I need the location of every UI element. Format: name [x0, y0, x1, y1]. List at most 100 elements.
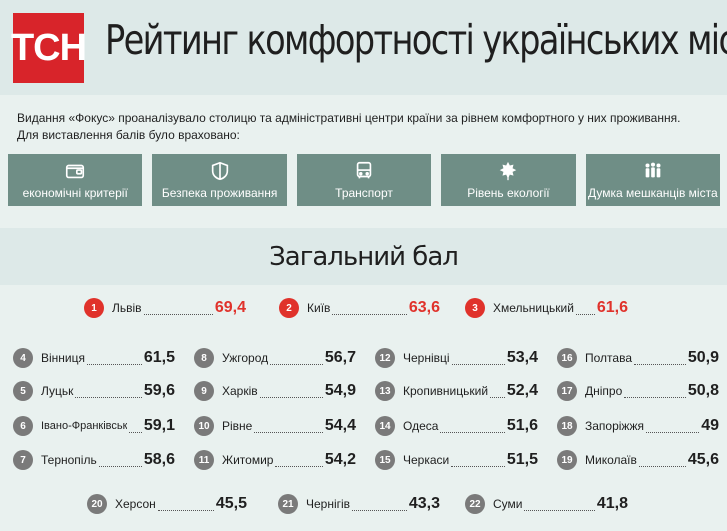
- city-score: 56,7: [324, 349, 356, 366]
- leaf-icon: [500, 161, 517, 181]
- rank-badge: 10: [194, 416, 214, 436]
- leader-dots: [129, 420, 142, 433]
- ranking-item: 8 Ужгород 56,7: [194, 346, 356, 370]
- ranking-item: 15 Черкаси 51,5: [375, 448, 538, 472]
- rank-badge: 5: [13, 381, 33, 401]
- city-score: 41,8: [596, 495, 628, 512]
- city-name: Львів: [112, 301, 142, 315]
- leader-dots: [259, 385, 323, 398]
- city-score: 49: [701, 417, 719, 434]
- rank-badge: 11: [194, 450, 214, 470]
- city-name: Кропивницький: [403, 384, 489, 398]
- city-score: 51,5: [506, 451, 538, 468]
- leader-dots: [451, 454, 505, 467]
- rank-badge: 1: [84, 298, 104, 318]
- leader-dots: [75, 385, 142, 398]
- rank-badge: 15: [375, 450, 395, 470]
- city-name: Херсон: [115, 497, 156, 511]
- intro-text: Видання «Фокус» проаналізувало столицю т…: [17, 110, 717, 144]
- leader-dots: [275, 454, 323, 467]
- city-name: Івано-Франківськ: [41, 420, 128, 432]
- city-name: Одеса: [403, 419, 439, 433]
- rank-badge: 13: [375, 381, 395, 401]
- city-score: 54,9: [324, 382, 356, 399]
- ranking-item: 20 Херсон 45,5: [87, 492, 247, 516]
- rank-badge: 20: [87, 494, 107, 514]
- leader-dots: [270, 352, 323, 365]
- criterion-label: економічні критерії: [22, 186, 128, 200]
- city-name: Черкаси: [403, 453, 450, 467]
- city-name: Тернопіль: [41, 453, 97, 467]
- rank-badge: 7: [13, 450, 33, 470]
- city-score: 53,4: [506, 349, 538, 366]
- city-score: 50,8: [687, 382, 719, 399]
- rank-badge: 3: [465, 298, 485, 318]
- rank-badge: 17: [557, 381, 577, 401]
- ranking-item: 13 Кропивницький 52,4: [375, 379, 538, 403]
- criteria-row: економічні критерії Безпека проживання Т…: [8, 154, 721, 206]
- ranking-item: 22 Суми 41,8: [465, 492, 628, 516]
- leader-dots: [490, 385, 505, 398]
- rank-badge: 6: [13, 416, 33, 436]
- score-band: [0, 228, 727, 285]
- city-name: Хмельницький: [493, 301, 574, 315]
- criterion-label: Думка мешканців міста: [588, 186, 718, 200]
- criterion-ecology: Рівень екології: [441, 154, 576, 206]
- criterion-transport: Транспорт: [296, 154, 432, 206]
- leader-dots: [98, 454, 142, 467]
- tsn-logo: ТСН: [11, 13, 87, 83]
- page-title: Рейтинг комфортності українських міст: [105, 16, 727, 64]
- city-name: Житомир: [222, 453, 274, 467]
- city-name: Чернівці: [403, 351, 450, 365]
- city-name: Київ: [307, 301, 331, 315]
- ranking-item: 14 Одеса 51,6: [375, 414, 538, 438]
- criterion-opinion: Думка мешканців міста: [585, 154, 721, 206]
- ranking-item: 11 Житомир 54,2: [194, 448, 356, 472]
- city-score: 52,4: [506, 382, 538, 399]
- city-score: 43,3: [408, 495, 440, 512]
- leader-dots: [332, 302, 407, 315]
- leader-dots: [440, 420, 505, 433]
- rank-badge: 14: [375, 416, 395, 436]
- rank-badge: 19: [557, 450, 577, 470]
- leader-dots: [624, 385, 686, 398]
- ranking-item: 16 Полтава 50,9: [557, 346, 719, 370]
- criterion-economic: економічні критерії: [8, 154, 143, 206]
- leader-dots: [634, 352, 686, 365]
- rank-badge: 18: [557, 416, 577, 436]
- leader-dots: [646, 420, 700, 433]
- header-band: ТСН Рейтинг комфортності українських міс…: [0, 0, 727, 95]
- city-name: Луцьк: [41, 384, 74, 398]
- ranking-item: 5 Луцьк 59,6: [13, 379, 175, 403]
- city-score: 61,6: [596, 299, 628, 316]
- rank-badge: 9: [194, 381, 214, 401]
- leader-dots: [451, 352, 505, 365]
- ranking-item: 2 Київ 63,6: [279, 296, 440, 320]
- ranking-item: 9 Харків 54,9: [194, 379, 356, 403]
- score-title: Загальний бал: [269, 242, 459, 272]
- city-name: Харків: [222, 384, 258, 398]
- criterion-label: Транспорт: [335, 186, 393, 200]
- leader-dots: [524, 498, 595, 511]
- rank-badge: 8: [194, 348, 214, 368]
- leader-dots: [87, 352, 142, 365]
- criterion-safety: Безпека проживання: [152, 154, 287, 206]
- city-name: Рівне: [222, 419, 253, 433]
- city-name: Запоріжжя: [585, 419, 644, 433]
- city-score: 58,6: [143, 451, 175, 468]
- city-score: 69,4: [214, 299, 246, 316]
- rank-badge: 22: [465, 494, 485, 514]
- leader-dots: [575, 302, 595, 315]
- people-icon: [645, 162, 661, 178]
- ranking-item: 4 Вінниця 61,5: [13, 346, 175, 370]
- ranking-item: 7 Тернопіль 58,6: [13, 448, 175, 472]
- intro-line-1: Видання «Фокус» проаналізувало столицю т…: [17, 111, 681, 125]
- leader-dots: [254, 420, 323, 433]
- wallet-icon: [66, 164, 85, 179]
- shield-icon: [211, 161, 228, 181]
- city-score: 61,5: [143, 349, 175, 366]
- rank-badge: 2: [279, 298, 299, 318]
- criterion-label: Безпека проживання: [161, 186, 278, 200]
- city-name: Вінниця: [41, 351, 85, 365]
- rank-badge: 12: [375, 348, 395, 368]
